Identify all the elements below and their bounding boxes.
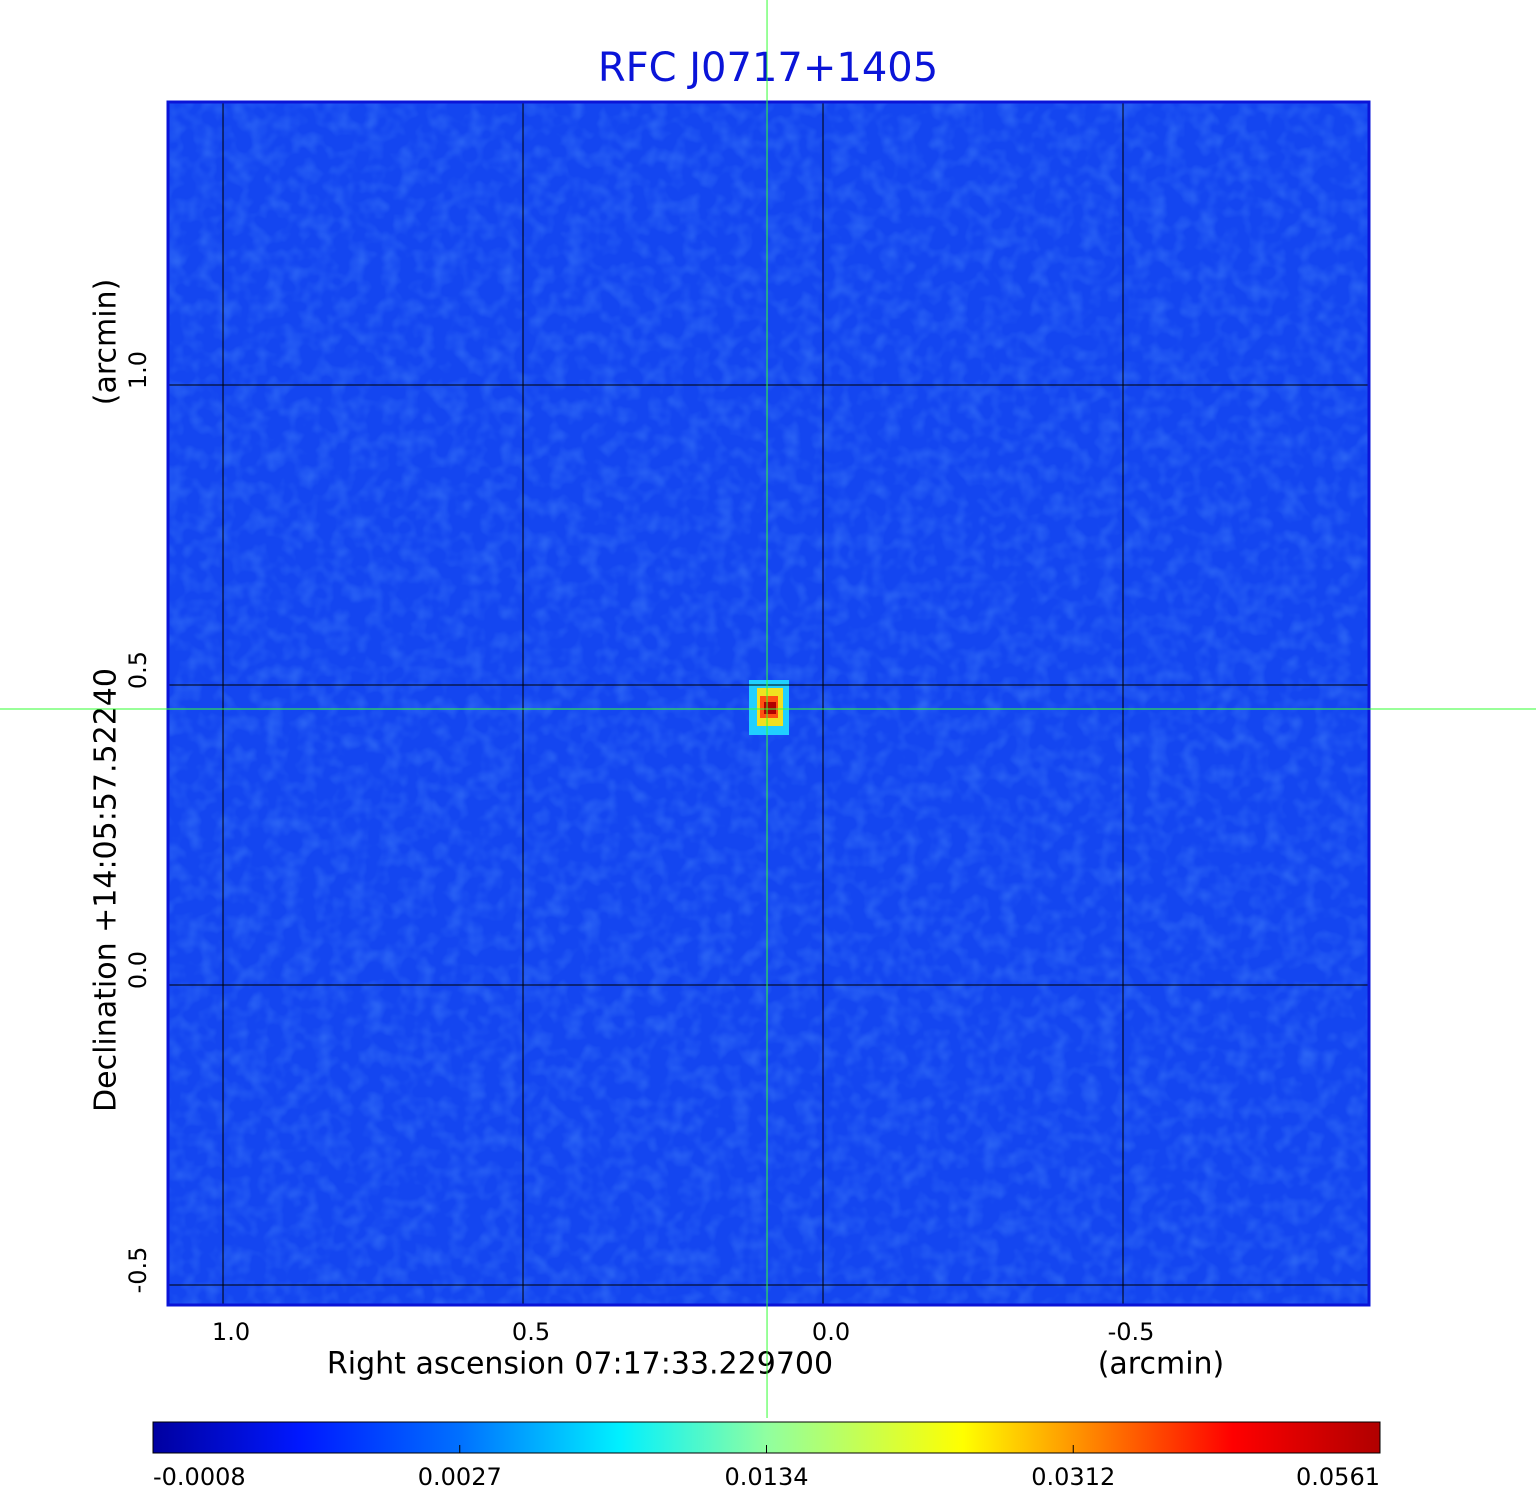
colorbar-tick-label: 0.0561 <box>1296 1463 1380 1491</box>
axes <box>168 102 1369 1305</box>
plot-area <box>168 102 1369 1305</box>
x-tick-label: 0.5 <box>512 1318 550 1346</box>
y-tick-label: 0.5 <box>124 651 152 689</box>
x-tick-label: 1.0 <box>212 1318 250 1346</box>
colorbar-tick-label: -0.0008 <box>153 1463 246 1491</box>
x-axis-unit: (arcmin) <box>1098 1347 1225 1382</box>
y-tick-label: 0.0 <box>124 951 152 989</box>
colorbar-tick-label: 0.0312 <box>1031 1463 1115 1491</box>
source <box>749 680 789 735</box>
plot-frame <box>166 100 1371 1307</box>
x-tick-label: 0.0 <box>812 1318 850 1346</box>
chart-title: RFC J0717+1405 <box>598 45 938 91</box>
y-axis-unit: (arcmin) <box>89 279 124 406</box>
colorbar-tick-label: 0.0134 <box>725 1463 809 1491</box>
y-axis-label: Declination +14:05:57.52240 <box>89 668 124 1112</box>
x-axis-label: Right ascension 07:17:33.229700 <box>327 1347 833 1382</box>
y-tick-label: -0.5 <box>124 1247 152 1294</box>
y-tick-label: 1.0 <box>124 351 152 389</box>
x-tick-label: -0.5 <box>1108 1318 1155 1346</box>
colorbar-tick-label: 0.0027 <box>418 1463 502 1491</box>
